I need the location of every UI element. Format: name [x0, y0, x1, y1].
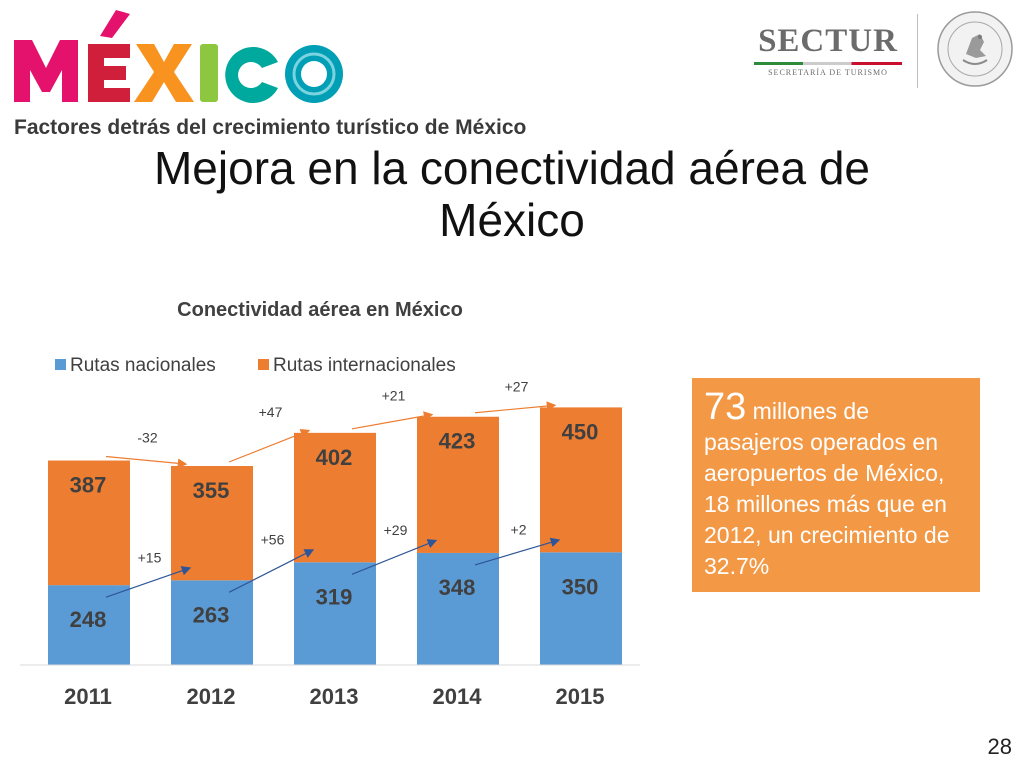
- bar-internacionales-2014: [417, 416, 499, 553]
- data-label-internacionales-2011: 387: [70, 473, 107, 498]
- bar-nacionales-2011: [48, 585, 130, 665]
- change-label-internacionales-1: +47: [259, 404, 283, 420]
- arrow-nacionales-2: [351, 539, 438, 575]
- mexico-logo: [8, 6, 348, 110]
- data-label-nacionales-2011: 248: [70, 607, 107, 632]
- bar-nacionales-2014: [417, 552, 499, 665]
- change-label-nacionales-2: +29: [384, 522, 408, 538]
- bar-internacionales-2012: [171, 466, 253, 581]
- national-seal-icon: [936, 10, 1014, 88]
- x-tick-label-2013: 2013: [310, 684, 359, 709]
- legend-label-1: Rutas internacionales: [273, 355, 456, 376]
- data-label-nacionales-2014: 348: [439, 575, 476, 600]
- mexico-logo-graphic: [14, 10, 343, 104]
- x-tick-label-2015: 2015: [556, 684, 605, 709]
- arrow-nacionales-0: [105, 566, 192, 598]
- connectivity-chart: Conectividad aérea en México Rutas nacion…: [0, 280, 660, 720]
- arrow-internacionales-2: [351, 411, 434, 430]
- sectur-subtitle: SECRETARÍA DE TURISMO: [768, 68, 888, 77]
- arrow-nacionales-3: [474, 537, 561, 566]
- header-divider: [917, 14, 918, 88]
- passengers-callout: 73 millones de pasajeros operados en aer…: [692, 378, 980, 592]
- arrow-internacionales-0: [105, 455, 188, 469]
- slide-title: Mejora en la conectividad aérea de Méxic…: [153, 142, 870, 246]
- change-label-internacionales-3: +27: [505, 378, 529, 394]
- sectur-tricolor-line: [754, 62, 902, 65]
- arrow-internacionales-1: [228, 429, 311, 463]
- bar-internacionales-2011: [48, 460, 130, 586]
- callout-text: millones de pasajeros operados en aeropu…: [704, 398, 950, 579]
- legend-swatch-0: [55, 359, 66, 370]
- bar-nacionales-2013: [294, 562, 376, 665]
- bar-internacionales-2015: [540, 407, 622, 553]
- slide-subtitle: Factores detrás del crecimiento turístic…: [14, 116, 527, 139]
- data-label-nacionales-2013: 319: [316, 584, 353, 609]
- bar-nacionales-2012: [171, 580, 253, 665]
- data-label-internacionales-2015: 450: [562, 419, 599, 444]
- change-label-nacionales-1: +56: [261, 531, 285, 547]
- connectivity-chart-svg: Conectividad aérea en México Rutas nacion…: [20, 299, 640, 709]
- sectur-logo: SECTUR SECRETARÍA DE TURISMO: [748, 22, 908, 82]
- x-tick-label-2014: 2014: [433, 684, 483, 709]
- callout-big-number: 73: [704, 386, 747, 428]
- legend-swatch-1: [258, 359, 269, 370]
- x-tick-label-2011: 2011: [64, 684, 112, 709]
- sectur-wordmark: SECTUR: [758, 23, 898, 59]
- change-label-internacionales-0: -32: [137, 430, 157, 446]
- bar-internacionales-2013: [294, 432, 376, 563]
- arrow-internacionales-3: [474, 401, 557, 414]
- data-label-internacionales-2013: 402: [316, 445, 353, 470]
- change-label-internacionales-2: +21: [382, 388, 406, 404]
- arrow-nacionales-1: [228, 549, 315, 593]
- page-number: 28: [987, 734, 1012, 759]
- x-tick-label-2012: 2012: [187, 684, 236, 709]
- bar-nacionales-2015: [540, 552, 622, 665]
- legend-label-0: Rutas nacionales: [70, 355, 216, 376]
- data-label-nacionales-2015: 350: [562, 574, 599, 599]
- chart-title: Conectividad aérea en México: [177, 299, 463, 321]
- data-label-internacionales-2012: 355: [193, 478, 230, 503]
- data-label-nacionales-2012: 263: [193, 602, 230, 627]
- change-label-nacionales-0: +15: [138, 549, 162, 565]
- data-label-internacionales-2014: 423: [439, 429, 476, 454]
- change-label-nacionales-3: +2: [511, 521, 527, 537]
